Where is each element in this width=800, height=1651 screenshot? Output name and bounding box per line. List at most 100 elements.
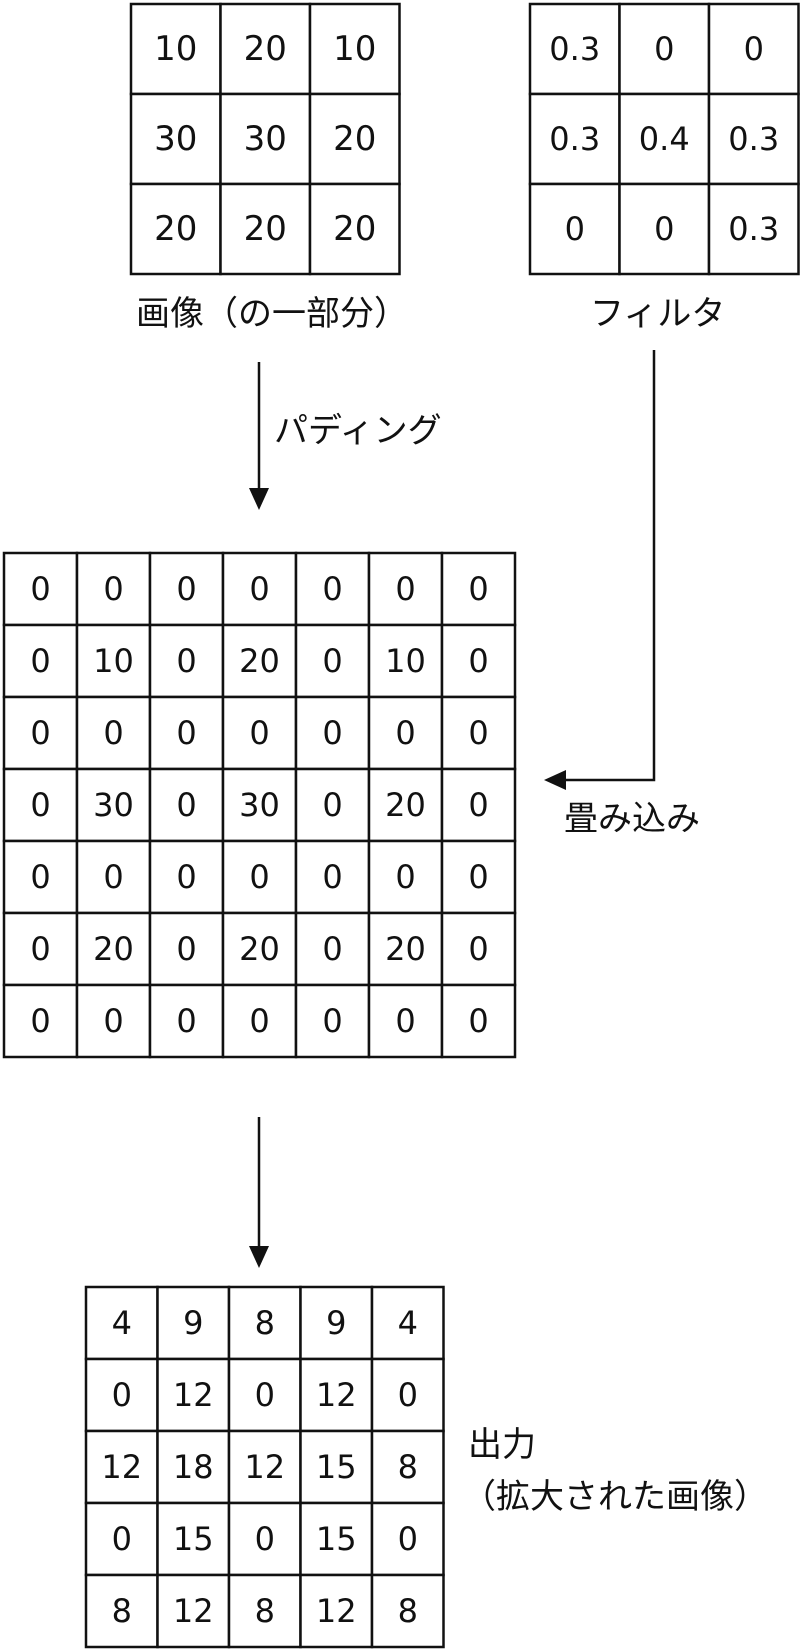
output-label-line2: （拡大された画像） [462,1477,768,1517]
padded-grid-cell-value: 0 [322,786,342,824]
filter-grid-cell-value: 0 [654,210,674,248]
padded-grid-cell-border [75,767,152,843]
padded-grid-cell-border [75,623,152,699]
padded-grid-cell-border [440,911,517,987]
padded-grid-cell-value: 0 [30,786,50,824]
padded-grid-cell-border [440,551,517,627]
padded-grid-cell-border [367,983,444,1059]
padding-arrow [249,362,269,510]
filter-grid-cell-value: 0.3 [549,120,600,158]
output-grid-cell-value: 0 [112,1520,132,1558]
output-grid-cell-value: 0 [255,1376,275,1414]
output-grid-cell-border [84,1573,159,1649]
output-grid-cell-border [84,1429,159,1505]
padded-grid-cell-border [367,695,444,771]
padded-grid-cell-border [148,695,225,771]
image-grid-cell-value: 20 [154,209,197,249]
output-grid-cell-value: 0 [398,1376,418,1414]
image-grid-cell-border [219,182,312,276]
padded-grid-cell-value: 0 [395,570,415,608]
padded-grid-cell-value: 0 [249,858,269,896]
padded-grid-cell-value: 10 [93,642,134,680]
padded-grid-cell-value: 0 [30,930,50,968]
padded-grid-cell-border [294,551,371,627]
padded-grid-cell-value: 0 [468,714,488,752]
padded-grid-cell-border [440,695,517,771]
padded-grid-cell-value: 10 [385,642,426,680]
filter-grid-cell-value: 0 [565,210,585,248]
padded-grid-cell-value: 0 [395,714,415,752]
padded-grid-cell-value: 0 [322,858,342,896]
image-grid: 10 20 10 30 30 20 20 20 20 [129,2,401,276]
output-grid-cell-value: 0 [398,1520,418,1558]
output-grid-cell-value: 12 [173,1376,214,1414]
output-grid-cell-value: 4 [398,1304,418,1342]
output-label-line1: 出力 [468,1425,536,1465]
image-grid-cell-value: 10 [154,29,197,69]
image-grid-cell-value: 10 [333,29,376,69]
image-grid-cell-value: 20 [333,209,376,249]
padded-grid-cell-value: 0 [322,930,342,968]
padded-grid-cell-border [221,695,298,771]
padded-grid-cell-value: 0 [176,930,196,968]
output-grid-cell-value: 8 [255,1304,275,1342]
padded-grid-cell-border [2,695,79,771]
padded-grid-cell-border [75,551,152,627]
padded-grid-cell-value: 0 [322,714,342,752]
padded-grid: 0 0 0 0 0 0 0 0 10 0 20 0 10 0 0 0 0 0 0 0 0 0 30 0 30 0 20 0 0 0 0 0 0 0… [2,551,517,1059]
image-grid-cell-value: 20 [333,119,376,159]
padded-grid-cell-value: 0 [30,1002,50,1040]
padded-grid-cell-value: 0 [176,570,196,608]
image-grid-cell-border [308,182,401,276]
padded-grid-cell-border [367,839,444,915]
padded-grid-cell-border [440,767,517,843]
image-grid-cell-value: 30 [244,119,287,159]
padded-grid-cell-value: 0 [176,714,196,752]
output-grid: 4 9 8 9 4 0 12 0 12 0 12 18 12 15 8 0 15 0 15 0 8 12 8 12 8 [84,1285,445,1649]
padded-grid-cell-border [367,767,444,843]
output-grid-cell-border [370,1429,445,1505]
padded-grid-cell-value: 0 [322,1002,342,1040]
padded-grid-cell-value: 0 [103,1002,123,1040]
padded-grid-cell-border [440,983,517,1059]
filter-grid-label: フィルタ [590,294,726,334]
output-grid-cell-value: 12 [316,1376,357,1414]
output-grid-cell-value: 12 [244,1448,285,1486]
output-grid-cell-value: 8 [255,1592,275,1630]
output-grid-cell-value: 12 [173,1592,214,1630]
convolution-label: 畳み込み [564,799,700,839]
output-grid-cell-value: 18 [173,1448,214,1486]
padded-grid-cell-value: 0 [249,570,269,608]
output-grid-cell-value: 8 [398,1448,418,1486]
padded-grid-cell-border [148,911,225,987]
output-grid-cell-value: 15 [316,1520,357,1558]
output-grid-cell-border [299,1357,374,1433]
output-grid-cell-border [370,1501,445,1577]
image-grid-cell-border [129,2,222,96]
filter-grid-cell-border [707,182,800,276]
padded-grid-cell-border [221,839,298,915]
padded-grid-cell-border [294,983,371,1059]
padded-grid-cell-value: 0 [103,858,123,896]
image-grid-label: 画像（の一部分） [136,294,408,334]
padded-grid-cell-value: 20 [385,930,426,968]
padded-grid-cell-value: 30 [239,786,280,824]
filter-grid-cell-value: 0.3 [728,210,779,248]
padded-grid-cell-value: 0 [103,570,123,608]
filter-grid-cell-value: 0.3 [728,120,779,158]
padded-grid-cell-value: 0 [176,858,196,896]
padded-grid-cell-value: 0 [468,570,488,608]
output-grid-cell-value: 8 [112,1592,132,1630]
filter-grid-cell-value: 0 [654,30,674,68]
padded-grid-cell-border [148,983,225,1059]
output-grid-cell-border [299,1501,374,1577]
padded-grid-cell-value: 0 [468,858,488,896]
padded-grid-cell-value: 0 [176,642,196,680]
padding-label: パディング [274,411,442,451]
padded-grid-cell-value: 20 [239,642,280,680]
filter-grid-cell-value: 0.4 [639,120,690,158]
padded-grid-cell-value: 20 [385,786,426,824]
image-grid-cell-value: 20 [244,29,287,69]
padded-grid-cell-border [221,767,298,843]
